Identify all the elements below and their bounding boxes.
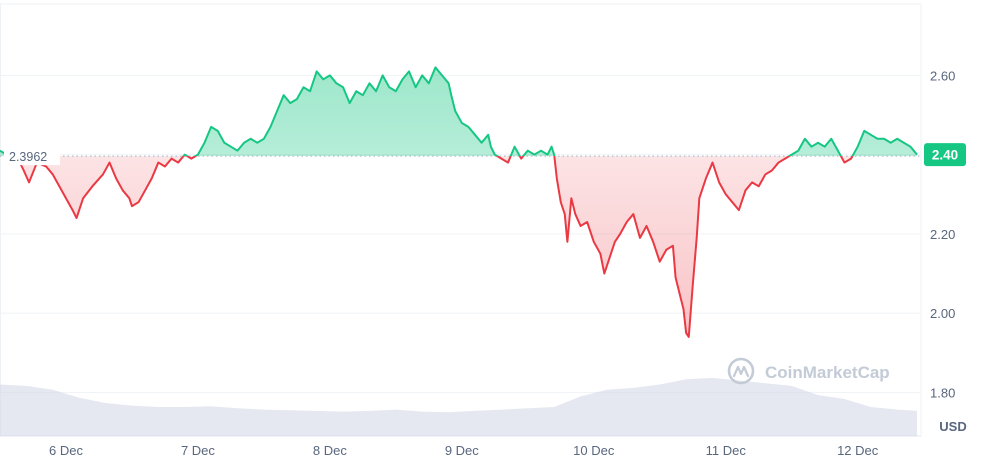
area-below-baseline [0, 156, 918, 337]
y-tick-label: 2.60 [930, 68, 955, 83]
price-line-down [15, 156, 854, 338]
x-tick-label: 12 Dec [837, 443, 879, 458]
volume-layer [0, 377, 918, 436]
x-tick-label: 7 Dec [181, 443, 215, 458]
x-tick-label: 9 Dec [445, 443, 479, 458]
current-price-value: 2.40 [932, 148, 958, 163]
y-axis: 2.60 2.20 2.00 1.80 [930, 68, 955, 400]
currency-label: USD [939, 419, 966, 434]
coinmarketcap-logo-icon [727, 357, 755, 385]
baseline-label: 2.3962 [4, 147, 60, 166]
y-tick-label: 2.00 [930, 306, 955, 321]
coinmarketcap-watermark: CoinMarketCap [727, 357, 890, 385]
x-tick-label: 11 Dec [706, 443, 747, 458]
watermark-text: CoinMarketCap [765, 363, 890, 382]
current-price-badge: 2.40 [924, 143, 966, 167]
price-line [0, 66, 918, 338]
x-tick-label: 6 Dec [49, 443, 83, 458]
y-tick-label: 2.20 [930, 227, 955, 242]
x-axis: 6 Dec 7 Dec 8 Dec 9 Dec 10 Dec 11 Dec 12 Dec [49, 443, 879, 458]
volume-area [0, 377, 918, 436]
baseline-value: 2.3962 [9, 150, 47, 164]
x-tick-label: 10 Dec [573, 443, 615, 458]
price-line-up [0, 66, 918, 157]
x-tick-label: 8 Dec [313, 443, 347, 458]
y-tick-label: 1.80 [930, 385, 955, 400]
